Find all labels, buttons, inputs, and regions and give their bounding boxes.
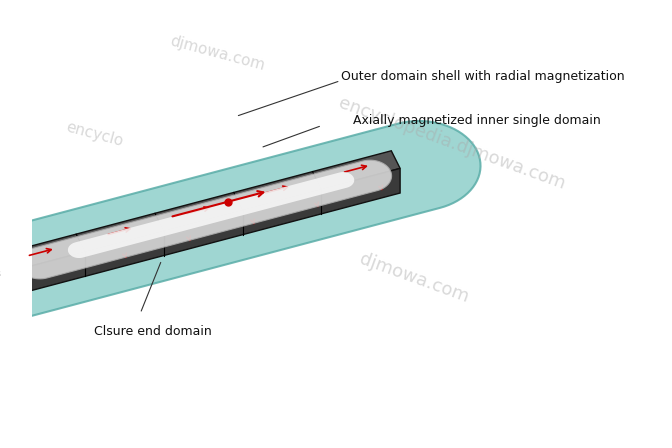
Text: encyclo: encyclo — [64, 120, 124, 149]
Text: encyclopedia.djmowa.com: encyclopedia.djmowa.com — [335, 94, 567, 193]
Ellipse shape — [0, 259, 13, 289]
Polygon shape — [0, 151, 400, 272]
Polygon shape — [68, 172, 354, 258]
Polygon shape — [0, 121, 480, 327]
Text: djmowa.com: djmowa.com — [168, 34, 266, 73]
Text: Outer domain shell with radial magnetization: Outer domain shell with radial magnetiza… — [341, 69, 624, 83]
Text: Axially magnetized inner single domain: Axially magnetized inner single domain — [353, 114, 601, 128]
Ellipse shape — [0, 247, 26, 301]
Polygon shape — [18, 160, 392, 279]
Text: Clsure end domain: Clsure end domain — [94, 325, 212, 338]
Text: djmowa.com: djmowa.com — [358, 250, 472, 306]
Ellipse shape — [0, 268, 7, 281]
Polygon shape — [6, 168, 400, 297]
